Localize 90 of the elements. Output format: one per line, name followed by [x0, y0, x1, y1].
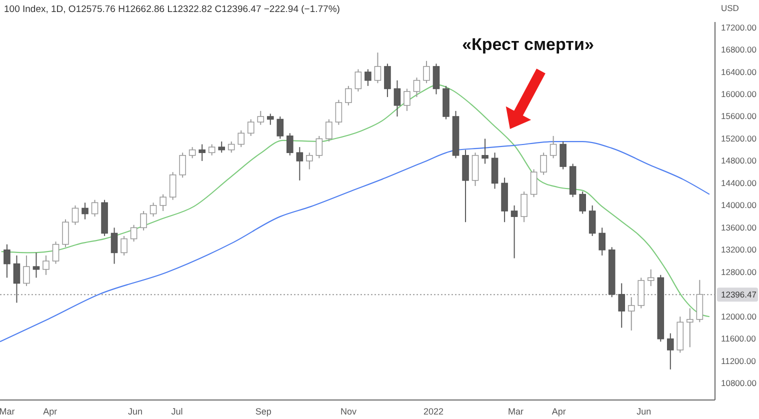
candlestick	[510, 204, 518, 259]
candlestick	[316, 135, 323, 159]
candlestick	[52, 241, 60, 264]
y-tick-label: 17200.00	[721, 22, 757, 32]
y-tick-label: 16800.00	[721, 44, 757, 55]
y-tick-label: 16000.00	[721, 88, 757, 99]
candlestick	[140, 210, 147, 231]
y-tick-label: 15600.00	[721, 111, 757, 122]
candlestick	[91, 199, 98, 218]
candlestick	[82, 202, 88, 220]
x-tick-label: Jun	[128, 406, 142, 416]
candlestick	[238, 130, 245, 148]
candlestick	[4, 244, 10, 278]
candlestick	[628, 296, 635, 332]
candlestick	[588, 204, 596, 237]
candlestick	[198, 144, 206, 162]
candlestick	[179, 152, 186, 178]
candlestick	[354, 68, 362, 92]
candlestick	[188, 146, 196, 159]
candlestick	[120, 236, 128, 256]
y-tick-label: 16400.00	[721, 66, 757, 77]
candlestick	[404, 88, 410, 112]
candlestick	[530, 168, 538, 198]
candlestick	[364, 68, 372, 86]
annotation: «Крест смерти»	[462, 35, 594, 54]
candlestick	[482, 138, 488, 164]
candlestick	[110, 227, 118, 264]
candlestick	[296, 146, 304, 181]
y-tick-label: 12800.00	[721, 266, 757, 277]
candlestick	[335, 99, 342, 126]
candlestick	[208, 144, 216, 156]
ref-line-label: 12396.47	[721, 290, 757, 300]
candlestick	[384, 63, 391, 98]
candlestick	[579, 191, 586, 214]
y-tick-label: 13200.00	[721, 244, 757, 255]
candlestick	[550, 135, 557, 159]
y-tick-label: 12000.00	[721, 311, 757, 322]
candlestick	[266, 113, 274, 126]
x-tick-label: Apr	[552, 406, 566, 416]
candlestick	[647, 268, 654, 287]
y-tick-label: 10800.00	[721, 378, 757, 388]
candlestick	[618, 282, 626, 328]
candlestick	[667, 332, 674, 370]
x-tick-label: Sep	[255, 406, 272, 416]
candlestick	[345, 85, 352, 106]
y-tick-label: 11600.00	[721, 334, 756, 344]
candlestick	[23, 254, 30, 287]
chart-title: 100 Index, 1D, O12575.76 H12662.86 L12322.82 C12396.47 −222.94 (−1.77%)	[4, 4, 340, 15]
x-tick-label: Jul	[171, 406, 183, 416]
candlestick	[130, 224, 138, 242]
candlestick	[169, 172, 176, 200]
y-tick-label: 14000.00	[721, 200, 757, 210]
candlestick	[432, 63, 440, 95]
candlestick	[62, 218, 69, 248]
candlestick	[520, 191, 528, 223]
x-tick-label: Apr	[43, 406, 58, 416]
candlestick	[306, 152, 313, 170]
candlestick	[218, 141, 226, 154]
y-tick-label: 14800.00	[721, 156, 757, 166]
candlestick	[413, 77, 420, 98]
candlestick	[247, 118, 254, 136]
line-series	[0, 140, 710, 342]
x-tick-label: Jun	[636, 406, 652, 416]
candlestick	[598, 227, 606, 256]
candlestick	[228, 141, 235, 154]
candlestick	[276, 116, 284, 140]
candlestick	[423, 60, 430, 84]
candlestick	[686, 308, 694, 348]
y-tick-label: 11200.00	[721, 356, 756, 366]
candlestick	[13, 254, 20, 304]
x-tick-label: Nov	[340, 406, 357, 416]
candlestick	[326, 118, 332, 142]
y-axis-title: USD	[721, 3, 739, 13]
candlestick	[150, 202, 157, 218]
x-tick-label: Mar	[0, 406, 15, 416]
candlestick	[160, 194, 166, 212]
candlestick	[540, 152, 547, 176]
x-tick-label: Mar	[508, 406, 524, 416]
y-tick-label: 15200.00	[721, 133, 757, 144]
candlestick	[32, 252, 40, 278]
candlestick	[72, 204, 79, 226]
candlestick	[42, 254, 50, 276]
candlestick	[394, 80, 401, 117]
y-tick-label: 14400.00	[721, 178, 757, 188]
candlestick	[560, 141, 566, 170]
y-tick-label: 13600.00	[721, 222, 757, 232]
x-tick-label: 2022	[423, 406, 444, 416]
candlestick	[286, 132, 294, 156]
candlestick	[257, 110, 264, 126]
candlestick	[374, 52, 382, 84]
